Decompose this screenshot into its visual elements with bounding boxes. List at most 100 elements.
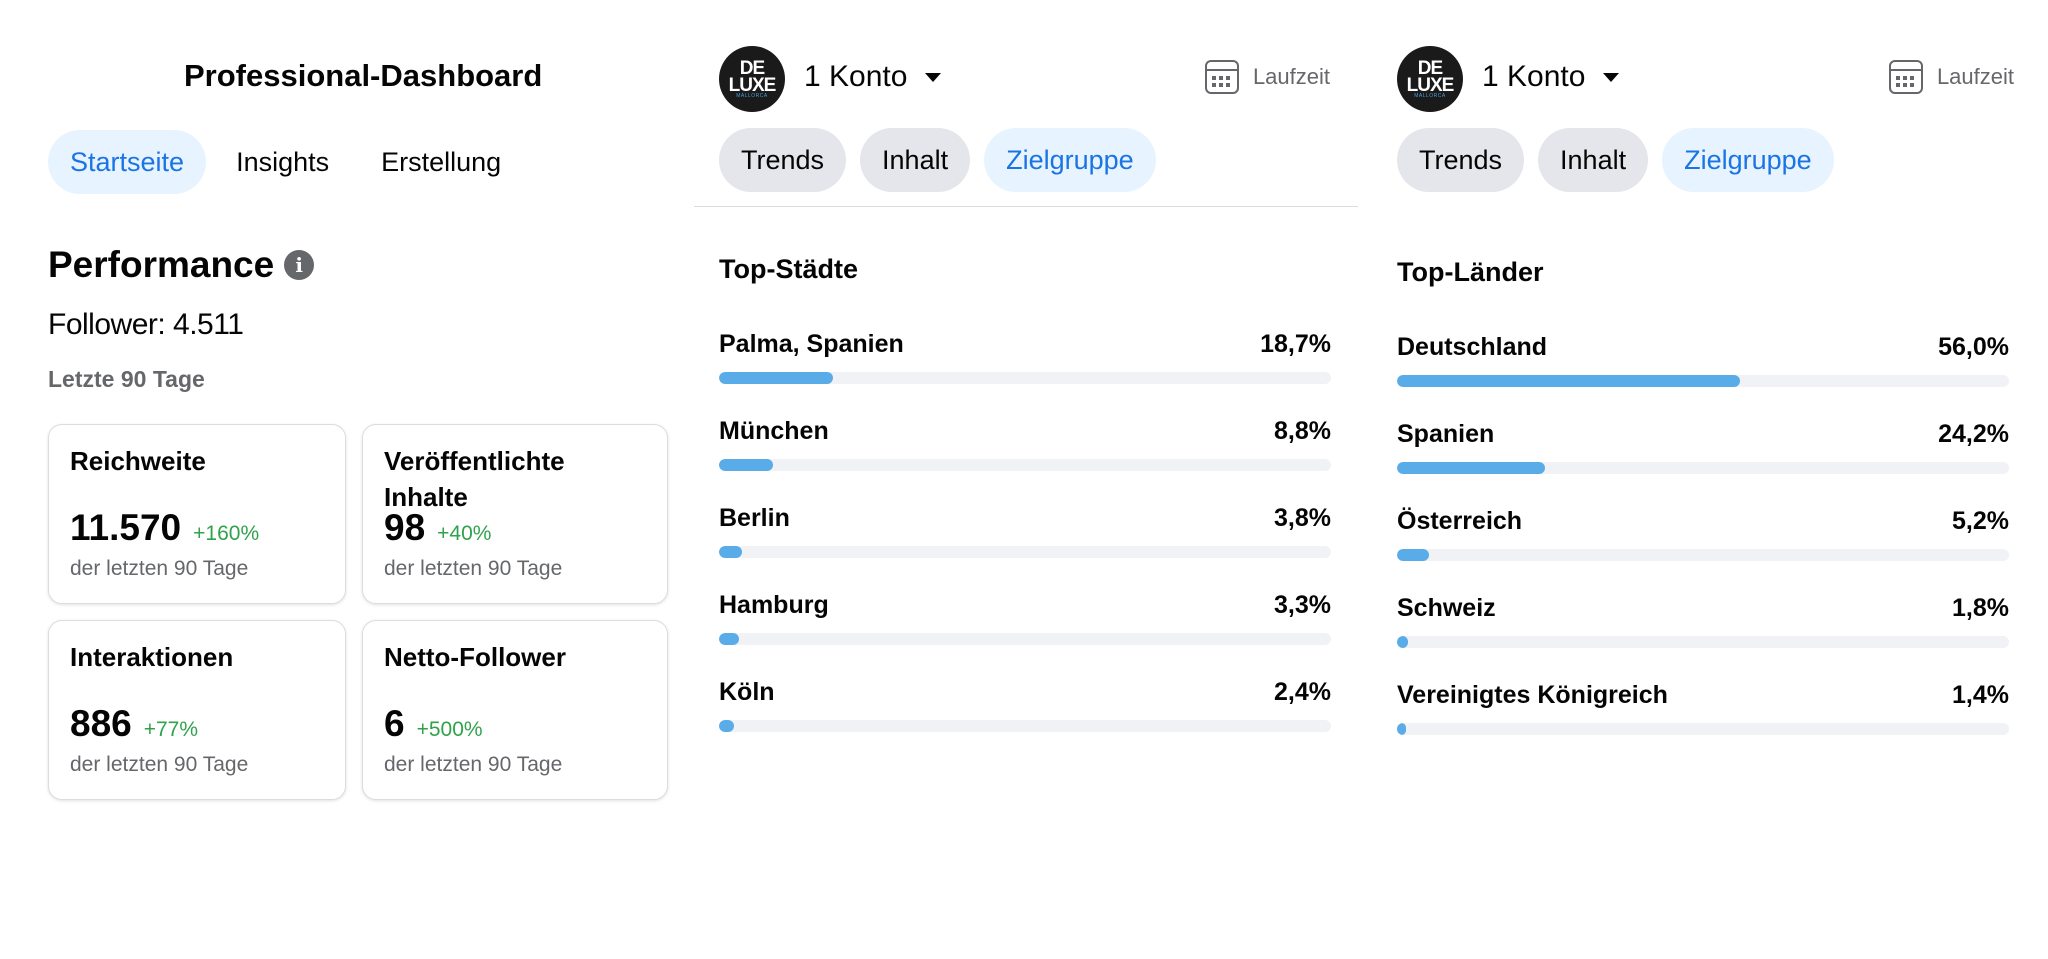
item-label: Berlin <box>719 504 790 532</box>
metric-change: +40% <box>437 522 492 545</box>
bar-fill <box>1397 462 1546 474</box>
item-percent: 5,2% <box>1952 507 2009 535</box>
avatar-logo-text: MALLORCA <box>736 92 768 99</box>
bar-fill <box>1397 636 1409 648</box>
performance-title: Performance <box>48 244 275 285</box>
tab-erstellung[interactable]: Erstellung <box>381 146 502 177</box>
account-label: 1 Konto <box>1482 60 1586 93</box>
audience-panel-cities: DE LUXE MALLORCA 1 Konto Laufzeit Trends… <box>694 0 1358 959</box>
item-label: Deutschland <box>1397 333 1548 361</box>
audience-panel-countries: DE LUXE MALLORCA 1 Konto Laufzeit Trends… <box>1372 0 2042 959</box>
bar-fill <box>719 720 734 732</box>
bar-track <box>719 459 1331 471</box>
follower-count: Follower: 4.511 <box>48 308 244 341</box>
list-item: Hamburg 3,3% <box>719 591 1331 678</box>
tab-trends[interactable]: Trends <box>719 128 847 192</box>
item-percent: 1,8% <box>1952 594 2009 622</box>
bar-track <box>719 633 1331 645</box>
runtime-label: Laufzeit <box>1936 64 2014 89</box>
metric-value-row: 6 +500% <box>384 703 483 745</box>
panel-tabs: Trends Inhalt Zielgruppe <box>1397 128 1834 192</box>
item-percent: 3,3% <box>1274 591 1331 619</box>
bar-fill <box>719 546 743 558</box>
metric-period: der letzten 90 Tage <box>384 753 563 776</box>
account-selector[interactable]: 1 Konto <box>1482 60 1620 94</box>
metric-period: der letzten 90 Tage <box>70 753 249 776</box>
bar-fill <box>1397 549 1429 561</box>
avatar-logo-text: MALLORCA <box>1414 92 1446 99</box>
bar-track <box>719 546 1331 558</box>
metric-card-netto-follower[interactable]: Netto-Follower 6 +500% der letzten 90 Ta… <box>362 620 668 800</box>
tab-inhalt[interactable]: Inhalt <box>1538 128 1649 192</box>
caret-down-icon <box>1603 72 1620 82</box>
list-item: Spanien 24,2% <box>1397 420 2009 507</box>
bar-fill <box>1397 375 1740 387</box>
metric-value: 11.570 <box>70 507 182 548</box>
metric-card-interaktionen[interactable]: Interaktionen 886 +77% der letzten 90 Ta… <box>48 620 346 800</box>
list-item: Palma, Spanien 18,7% <box>719 330 1331 417</box>
item-percent: 1,4% <box>1952 681 2009 709</box>
performance-header: Performance i <box>48 244 315 286</box>
list-item: Schweiz 1,8% <box>1397 594 2009 681</box>
bar-track <box>1397 636 2009 648</box>
info-icon[interactable]: i <box>284 250 315 280</box>
bar-track <box>1397 549 2009 561</box>
list-title: Top-Länder <box>1397 257 1544 287</box>
item-percent: 3,8% <box>1274 504 1331 532</box>
avatar-logo-text: LUXE <box>1406 74 1455 96</box>
avatar-logo-text: DE <box>739 57 765 79</box>
top-cities-list: Palma, Spanien 18,7% München 8,8% Berlin… <box>719 330 1331 765</box>
metric-card-reichweite[interactable]: Reichweite 11.570 +160% der letzten 90 T… <box>48 424 346 604</box>
item-label: Vereinigtes Königreich <box>1397 681 1668 709</box>
avatar[interactable]: DE LUXE MALLORCA <box>1397 46 1463 112</box>
account-selector[interactable]: 1 Konto <box>804 60 942 94</box>
runtime-button[interactable]: Laufzeit <box>1204 60 1330 94</box>
list-item: Deutschland 56,0% <box>1397 333 2009 420</box>
metric-value-row: 11.570 +160% <box>70 507 259 549</box>
tab-zielgruppe[interactable]: Zielgruppe <box>1662 128 1834 192</box>
item-label: München <box>719 417 829 445</box>
metric-change: +160% <box>193 522 260 545</box>
item-percent: 8,8% <box>1274 417 1331 445</box>
avatar-logo-text: DE <box>1417 57 1443 79</box>
item-label: Hamburg <box>719 591 829 619</box>
avatar[interactable]: DE LUXE MALLORCA <box>719 46 785 112</box>
list-item: München 8,8% <box>719 417 1331 504</box>
metric-value: 886 <box>70 703 132 744</box>
bar-track <box>1397 723 2009 735</box>
list-item: Köln 2,4% <box>719 678 1331 765</box>
metric-value: 6 <box>384 703 405 744</box>
bar-fill <box>1397 723 1406 735</box>
period-label: Letzte 90 Tage <box>48 366 205 392</box>
list-item: Berlin 3,8% <box>719 504 1331 591</box>
top-countries-list: Deutschland 56,0% Spanien 24,2% Österrei… <box>1397 333 2009 768</box>
metric-change: +77% <box>143 718 199 741</box>
dashboard-tabs: Startseite Insights Erstellung <box>48 130 523 194</box>
calendar-icon <box>1204 60 1239 94</box>
tab-zielgruppe[interactable]: Zielgruppe <box>984 128 1156 192</box>
page-title: Professional-Dashboard <box>184 58 543 93</box>
list-item: Österreich 5,2% <box>1397 507 2009 594</box>
account-label: 1 Konto <box>804 60 908 93</box>
caret-down-icon <box>925 72 942 82</box>
metric-value-row: 98 +40% <box>384 507 491 549</box>
tab-insights[interactable]: Insights <box>236 146 330 177</box>
tab-inhalt[interactable]: Inhalt <box>860 128 971 192</box>
item-label: Österreich <box>1397 507 1523 535</box>
divider <box>694 206 1358 207</box>
item-percent: 24,2% <box>1938 420 2009 448</box>
metric-title: Reichweite <box>70 446 206 476</box>
item-label: Palma, Spanien <box>719 330 904 358</box>
metric-cards: Reichweite 11.570 +160% der letzten 90 T… <box>48 424 668 800</box>
bar-track <box>1397 375 2009 387</box>
metric-card-veroeffentlichte-inhalte[interactable]: Veröffentlichte Inhalte 98 +40% der letz… <box>362 424 668 604</box>
tab-trends[interactable]: Trends <box>1397 128 1525 192</box>
metric-value: 98 <box>384 507 426 548</box>
metric-change: +500% <box>416 718 483 741</box>
tab-startseite[interactable]: Startseite <box>48 130 207 194</box>
calendar-icon <box>1888 60 1923 94</box>
runtime-button[interactable]: Laufzeit <box>1888 60 2014 94</box>
runtime-label: Laufzeit <box>1252 64 1330 89</box>
list-title: Top-Städte <box>719 254 858 284</box>
item-percent: 56,0% <box>1938 333 2009 361</box>
